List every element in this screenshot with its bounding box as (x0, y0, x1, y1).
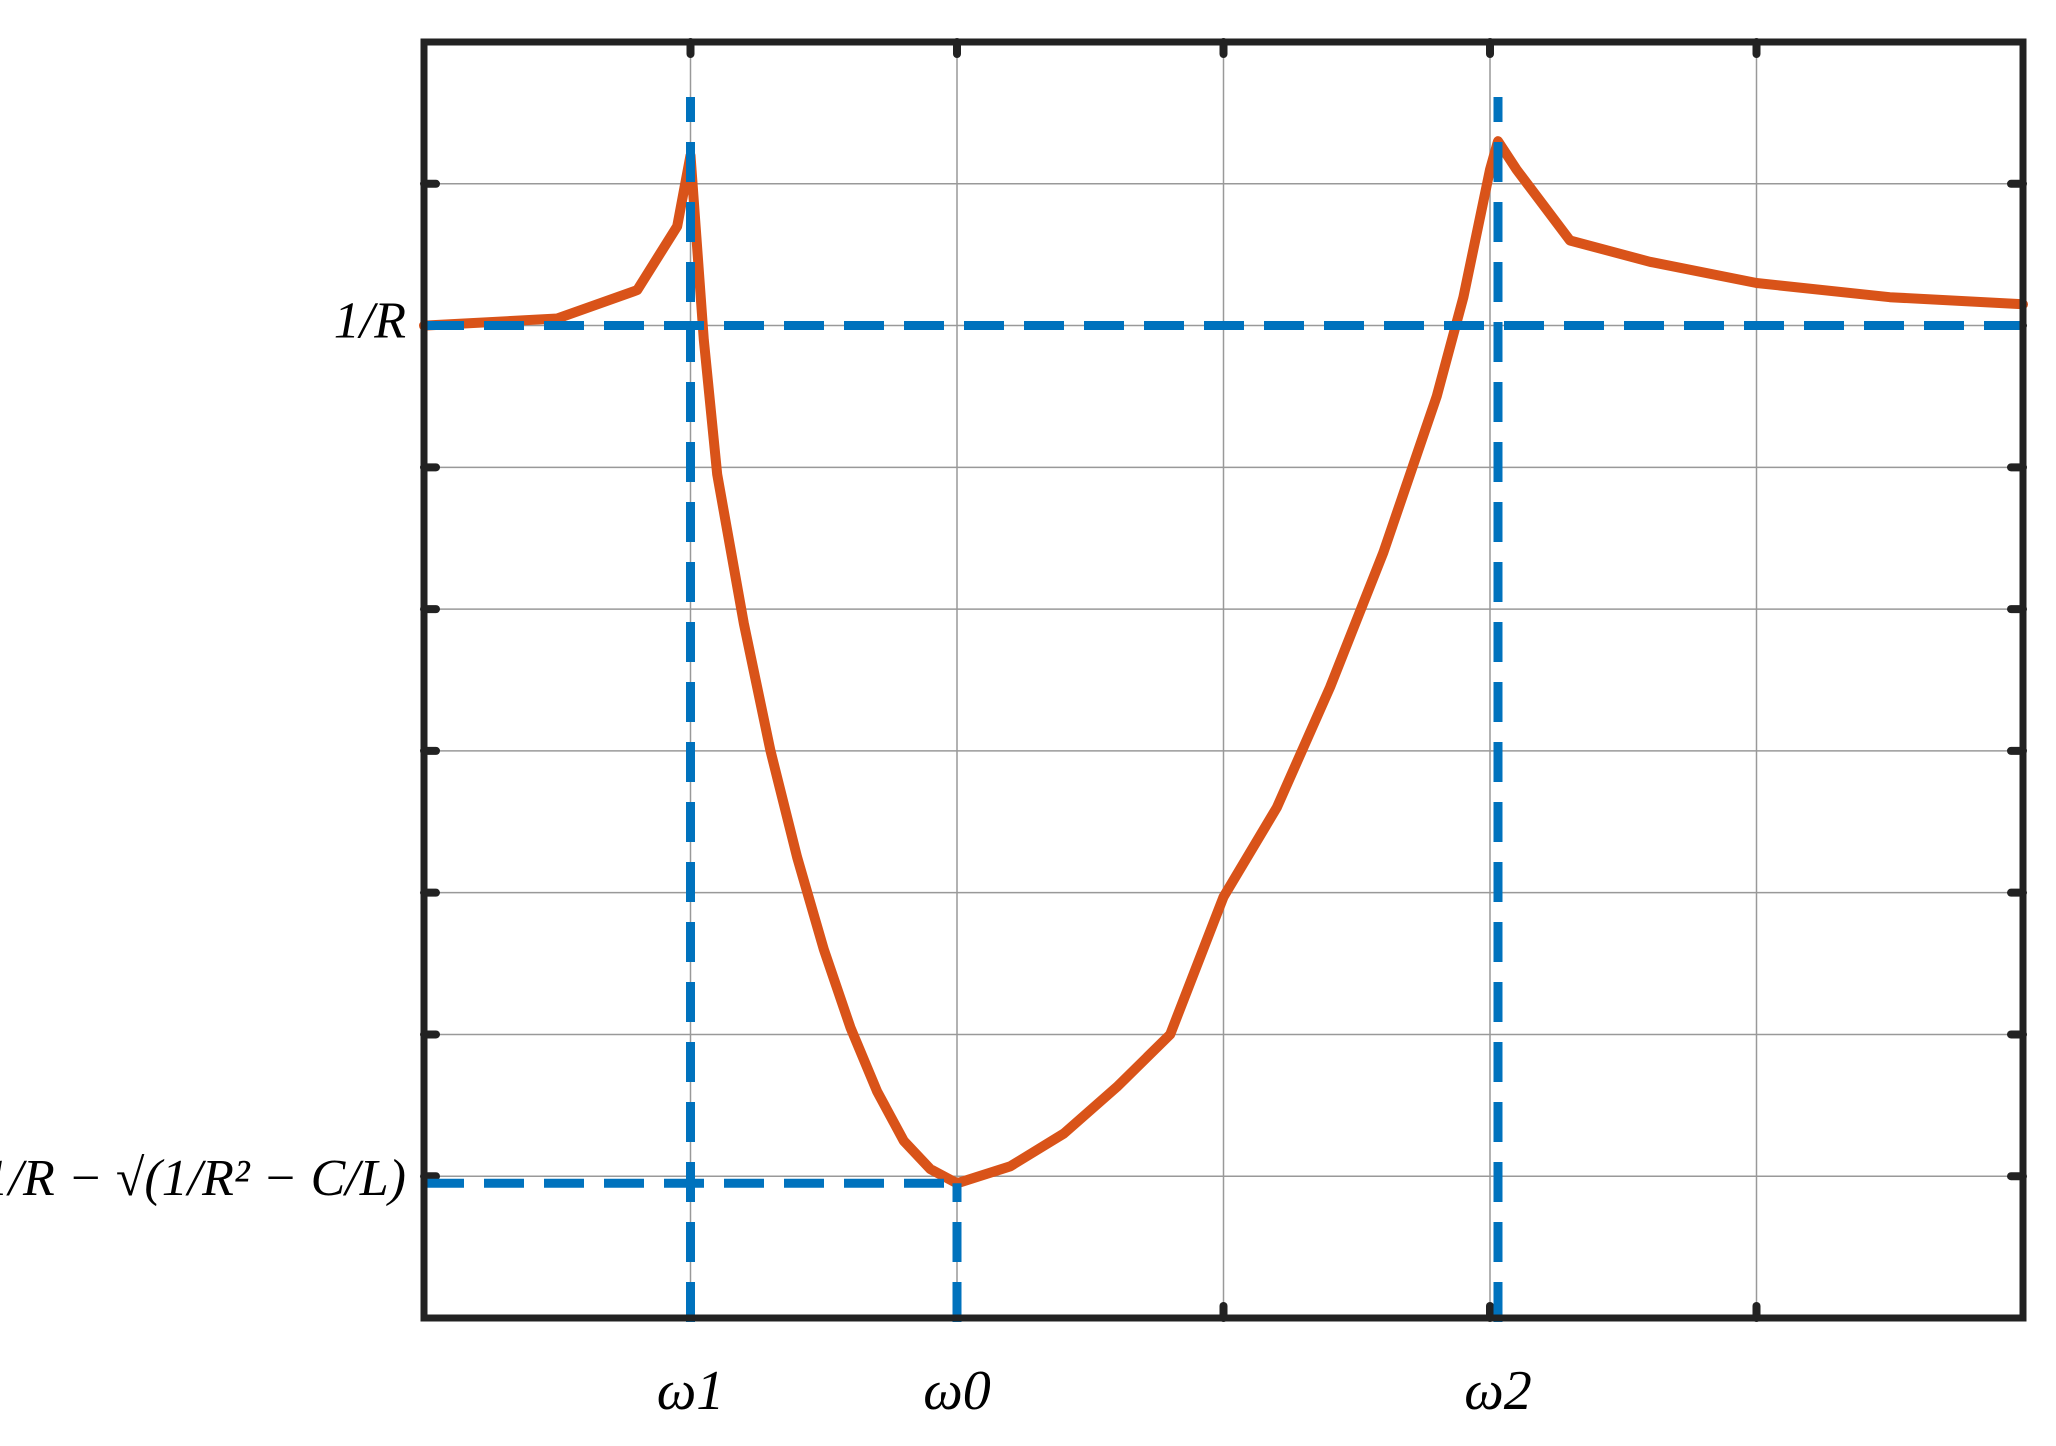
x-tick-label: ω2 (1464, 1360, 1532, 1422)
data-line (419, 136, 2028, 1189)
plot-frame (420, 38, 2027, 1322)
x-tick-label: ω1 (657, 1360, 725, 1422)
y-tick-label: 1/R − √(1/R² − C/L) (0, 1150, 406, 1207)
y-tick-label: 1/R (334, 292, 406, 349)
x-tick-label: ω0 (923, 1360, 991, 1422)
